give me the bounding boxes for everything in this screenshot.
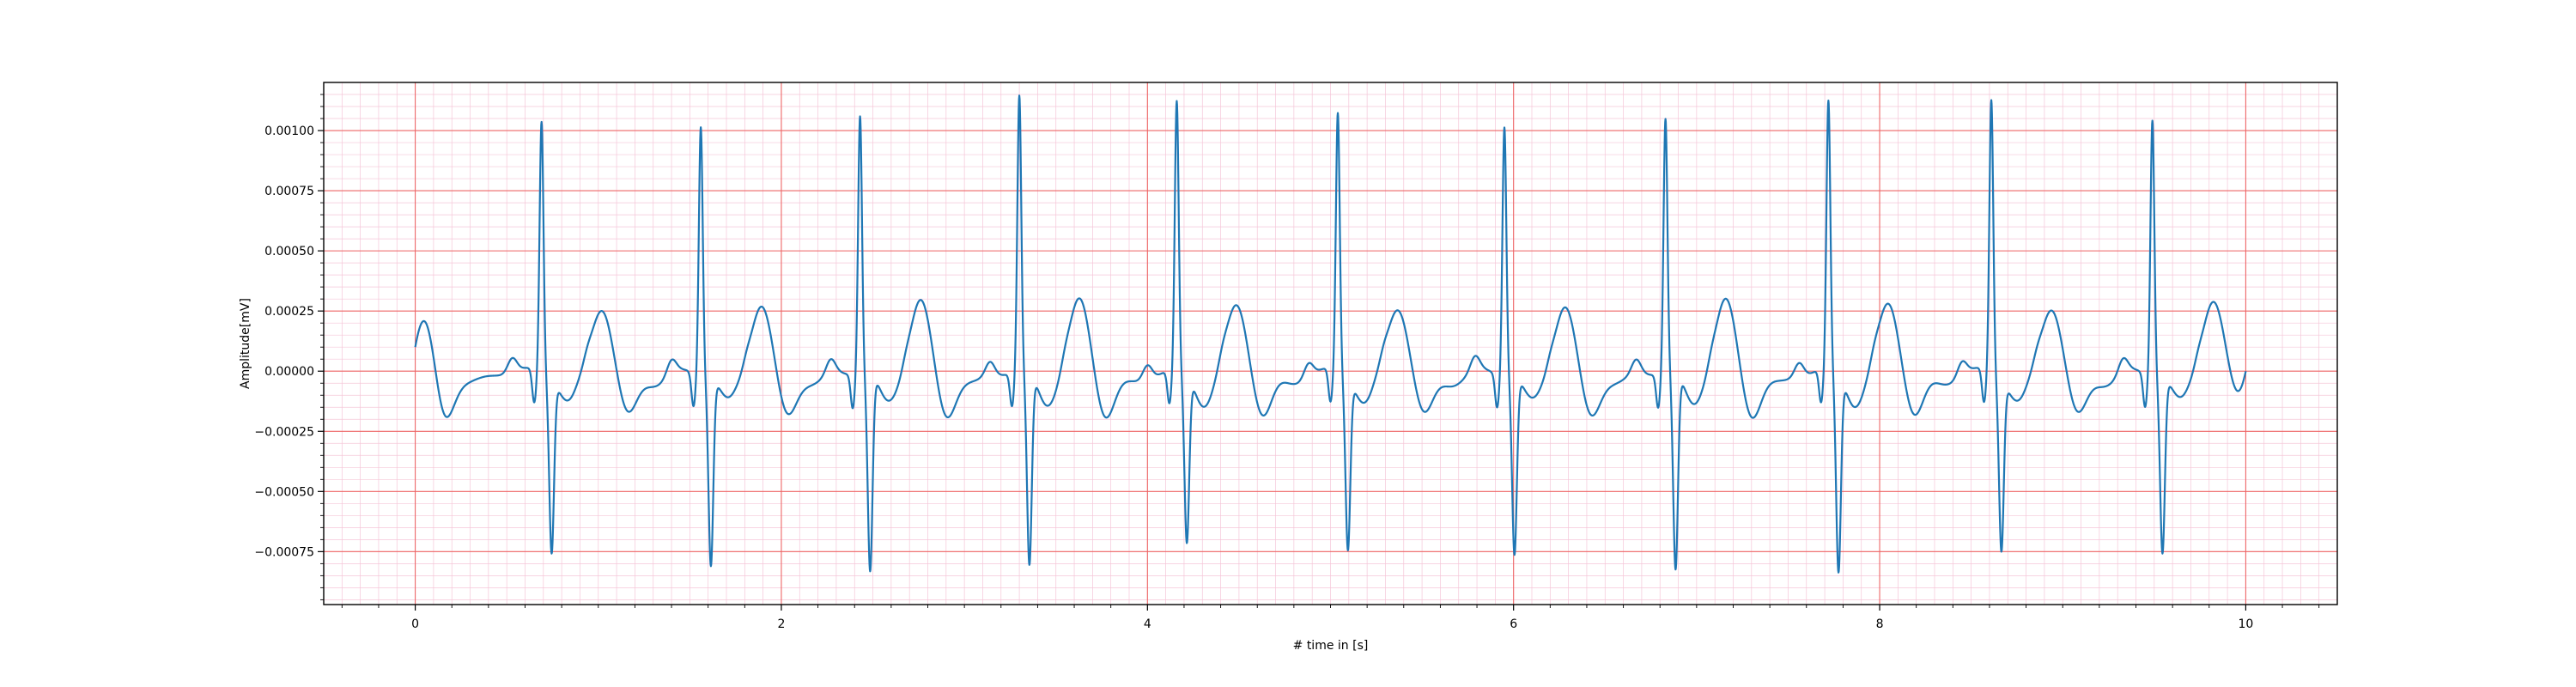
y-axis: 0.00100 0.00075 0.00050 0.00025 0.00000 −0.00… xyxy=(254,94,324,600)
ecg-series-line xyxy=(414,94,2247,574)
x-axis: 0 2 4 6 8 10 xyxy=(341,605,2320,631)
major-grid xyxy=(324,82,2337,605)
x-axis-label: # time in [s] xyxy=(1293,639,1369,653)
y-tick-label: 0.00000 xyxy=(264,365,314,379)
y-tick-label: 0.00075 xyxy=(264,185,314,198)
y-tick-label: 0.00100 xyxy=(264,125,314,138)
x-tick-label: 6 xyxy=(1510,617,1517,631)
x-tick-label: 10 xyxy=(2238,617,2253,631)
x-tick-label: 4 xyxy=(1144,617,1151,631)
x-tick-label: 0 xyxy=(411,617,419,631)
x-tick-label: 8 xyxy=(1876,617,1884,631)
x-tick-label: 2 xyxy=(777,617,785,631)
y-tick-label: −0.00050 xyxy=(254,485,314,499)
y-axis-label: Amplitude[mV] xyxy=(239,298,252,389)
y-tick-label: 0.00050 xyxy=(264,245,314,258)
y-tick-label: −0.00025 xyxy=(254,425,314,439)
plot-area xyxy=(323,82,2338,605)
y-tick-label: −0.00075 xyxy=(254,545,314,559)
y-tick-label: 0.00025 xyxy=(264,305,314,319)
